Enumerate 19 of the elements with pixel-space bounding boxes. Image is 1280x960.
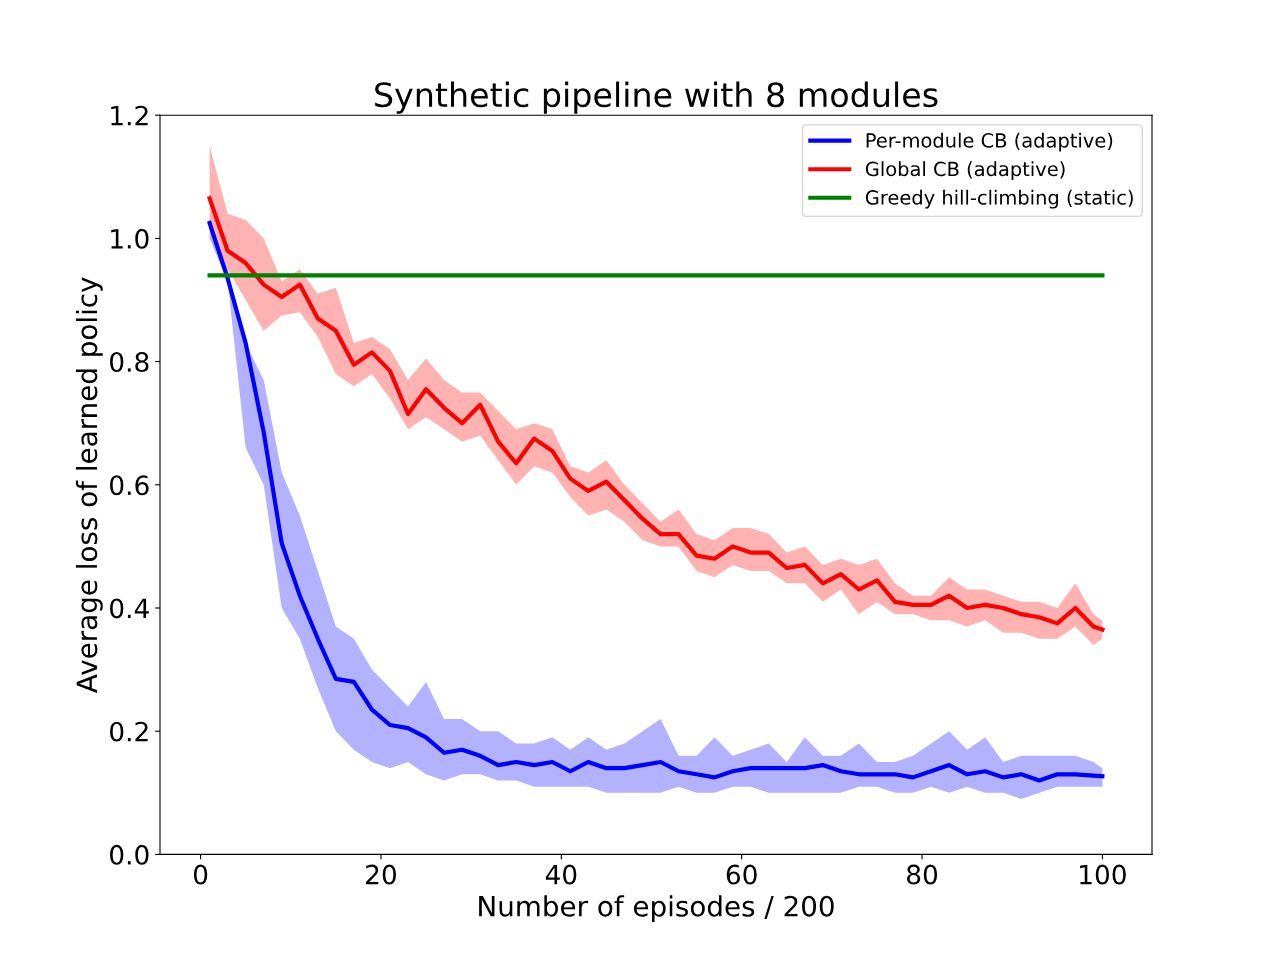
y-tick-label: 0.6: [110, 475, 149, 496]
y-tick-label: 1.2: [111, 105, 148, 126]
x-tick-label: 100: [1080, 864, 1126, 885]
y-tick-label: 0.0: [110, 844, 149, 865]
x-tick-label: 0: [193, 864, 208, 885]
x-tick-label: 40: [545, 864, 577, 885]
x-tick-label: 20: [366, 864, 396, 885]
chart-title: Synthetic pipeline with 8 modules: [375, 81, 938, 114]
x-tick-label: 80: [907, 864, 938, 885]
legend-label: Global CB (adaptive): [865, 161, 1065, 181]
x-tick-label: 60: [726, 864, 757, 885]
y-tick-label: 1.0: [111, 228, 149, 249]
x-axis-title: Number of episodes / 200: [479, 895, 834, 923]
legend-label: Greedy hill-climbing (static): [865, 189, 1133, 209]
legend-label: Per-module CB (adaptive): [866, 132, 1113, 152]
y-tick-label: 0.4: [110, 598, 149, 619]
y-axis-title: Average loss of learned policy: [75, 277, 103, 693]
y-tick-label: 0.8: [110, 352, 149, 372]
y-tick-label: 0.2: [110, 721, 148, 742]
